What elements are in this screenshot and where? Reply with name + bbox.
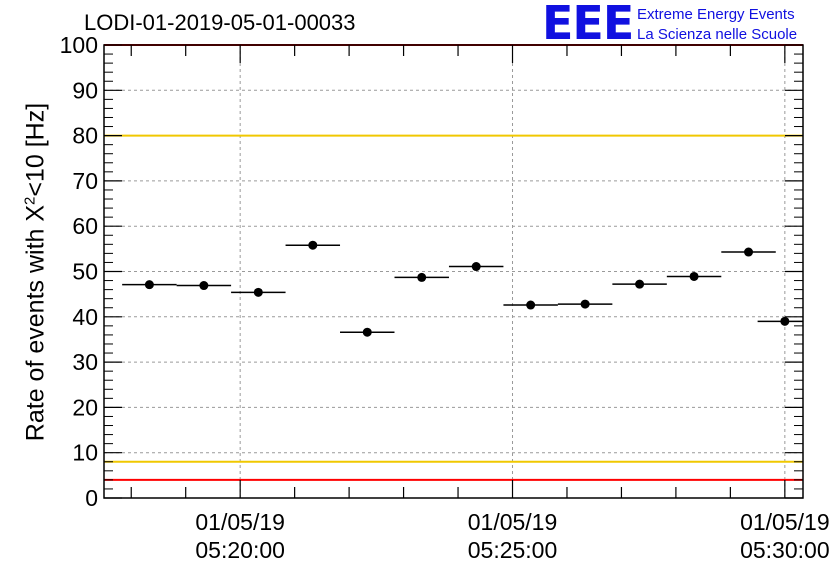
data-point — [689, 271, 699, 281]
y-tick-label: 30 — [72, 349, 98, 375]
eee-logo: EEE Extreme Energy Events La Scienza nel… — [542, 0, 832, 50]
y-tick-label: 70 — [72, 168, 98, 194]
data-point — [308, 240, 318, 250]
y-tick-label: 50 — [72, 259, 98, 285]
y-tick-label: 100 — [60, 32, 98, 58]
x-tick-time: 05:20:00 — [195, 537, 285, 563]
grid — [104, 45, 803, 498]
x-tick-date: 01/05/19 — [195, 509, 285, 535]
y-tick-label: 10 — [72, 440, 98, 466]
data-point — [526, 300, 536, 310]
chart-title: LODI-01-2019-05-01-00033 — [84, 10, 356, 35]
y-tick-label: 0 — [85, 485, 98, 511]
data-point — [635, 279, 645, 289]
data-point — [253, 287, 263, 297]
x-tick-date: 01/05/19 — [468, 509, 558, 535]
x-tick-time: 05:30:00 — [740, 537, 830, 563]
data-point — [362, 327, 372, 337]
data-point — [780, 316, 790, 326]
logo-line-2: La Scienza nelle Scuole — [637, 26, 798, 43]
data-point — [417, 272, 427, 282]
reference-lines — [104, 44, 803, 481]
data-points — [122, 240, 803, 337]
data-point — [744, 247, 754, 257]
y-axis: 0 10 20 30 40 50 60 70 80 90 100 — [60, 32, 803, 511]
y-tick-label: 60 — [72, 213, 98, 239]
x-tick-time: 05:25:00 — [468, 537, 558, 563]
y-tick-label: 80 — [72, 123, 98, 149]
y-tick-label: 20 — [72, 394, 98, 420]
logo-line-1: Extreme Energy Events — [637, 6, 795, 23]
data-point — [471, 262, 481, 272]
x-tick-date: 01/05/19 — [740, 509, 830, 535]
x-axis: 01/05/1905:20:0001/05/1905:25:0001/05/19… — [130, 45, 830, 563]
y-tick-label: 40 — [72, 304, 98, 330]
data-point — [199, 281, 209, 291]
data-point — [144, 280, 154, 290]
y-tick-label: 90 — [72, 77, 98, 103]
logo-mark: EEE — [542, 0, 634, 50]
data-point — [580, 299, 590, 309]
